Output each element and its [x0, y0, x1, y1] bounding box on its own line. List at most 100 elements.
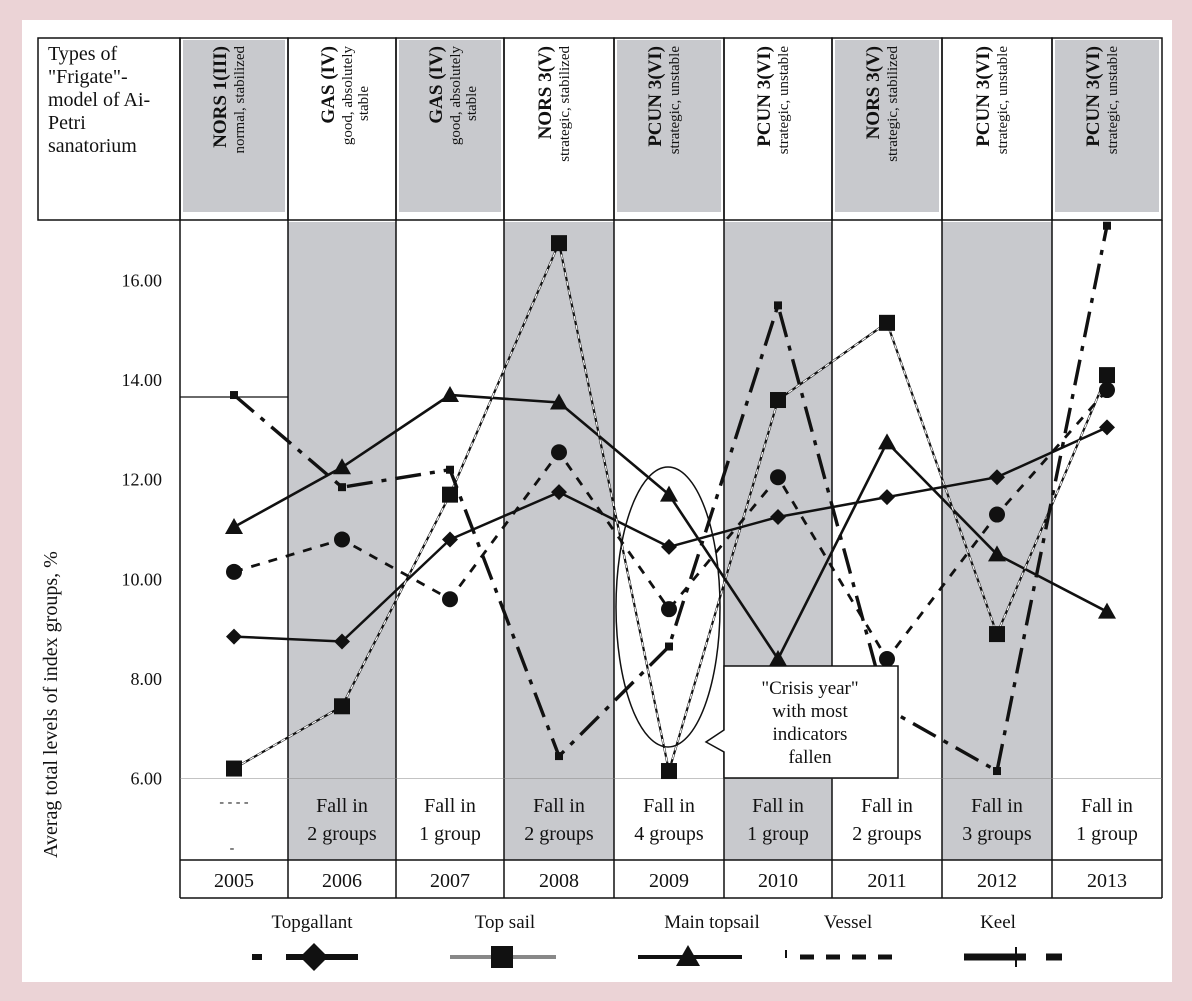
main-topsail-point-2010 — [769, 649, 787, 666]
crisis-callout-box — [704, 665, 899, 779]
model-desc-text: strategic, unstable — [995, 46, 1011, 155]
header-shade-2007 — [399, 40, 501, 212]
swatch-diamond — [300, 943, 328, 971]
crisis-callout-text: indicators — [773, 724, 848, 745]
top-sail-point-2012 — [989, 626, 1005, 643]
model-type-text: PCUN 3(VI) — [1083, 46, 1104, 147]
series-vessel — [226, 382, 1115, 667]
y-tick-label: 10.00 — [122, 569, 163, 589]
keel-point-2009 — [665, 642, 673, 651]
crisis-callout-text: fallen — [788, 747, 832, 768]
topgallant-point-2008 — [551, 484, 567, 501]
model-desc-label: strategic, unstable — [995, 46, 1011, 155]
model-desc-label: strategic, stabilized — [885, 46, 901, 162]
header-cell-2013 — [1051, 37, 1163, 221]
fall-label-2008: Fall in — [533, 795, 585, 817]
legend-label-top-sail: Top sail — [475, 912, 535, 933]
main-topsail-point-2008 — [550, 393, 568, 410]
legend-swatch-topgallant — [252, 943, 358, 971]
model-type-label: PCUN 3(VI) — [1083, 46, 1104, 147]
legend-label-topgallant: Topgallant — [272, 912, 354, 933]
keel-point-2005 — [230, 391, 238, 400]
topgallant-point-2005 — [226, 628, 242, 645]
corner-label-line: "Frigate"- — [48, 66, 128, 88]
legend-swatch-keel — [964, 947, 1062, 967]
model-desc-text: normal, stabilized — [232, 46, 248, 154]
vessel-point-2011 — [879, 650, 895, 667]
corner-label-line: Types of — [48, 43, 117, 65]
vessel-point-2012 — [989, 506, 1005, 523]
model-desc-label: good, absolutely — [340, 46, 356, 146]
plot-shade-2008 — [504, 222, 614, 860]
model-desc-text: strategic, unstable — [667, 46, 683, 155]
topgallant-point-2007 — [442, 531, 458, 548]
model-desc-text: good, absolutely — [448, 46, 464, 146]
legend-swatch-top-sail — [450, 946, 556, 968]
fall-label-2011: Fall in — [861, 795, 913, 817]
crisis-callout-text: "Crisis year" — [761, 678, 858, 699]
y-tick-label: 8.00 — [131, 669, 163, 689]
legend: Topgallant Top sail Main topsail Vessel Keel — [252, 912, 1062, 971]
vessel-point-2005 — [226, 563, 242, 580]
model-desc-label: normal, stabilized — [232, 46, 248, 154]
model-type-text: GAS (IV) — [426, 46, 447, 124]
x-tick-label-2011: 2011 — [867, 870, 906, 892]
top-sail-point-2011 — [879, 314, 895, 331]
model-type-text: NORS 1(III) — [210, 46, 231, 148]
x-tick-label-2010: 2010 — [758, 870, 798, 892]
keel-point-2007 — [446, 465, 454, 474]
keel-point-2006 — [338, 483, 346, 492]
keel-point-2013 — [1103, 221, 1111, 230]
model-desc-text: stable — [356, 86, 372, 121]
top-sail-point-2010 — [770, 392, 786, 409]
y-tick-label: 6.00 — [131, 769, 163, 789]
main-topsail-point-2006 — [333, 458, 351, 475]
fall-label-2013: 1 group — [1076, 823, 1138, 845]
swatch-triangle — [676, 945, 700, 966]
main-topsail-point-2005 — [225, 518, 243, 535]
fall-label-2009: 4 groups — [634, 823, 704, 845]
model-desc-text: strategic, stabilized — [557, 46, 573, 162]
model-type-text: PCUN 3(VI) — [973, 46, 994, 147]
main-topsail-point-2013 — [1098, 602, 1116, 619]
model-type-text: PCUN 3(VI) — [754, 46, 775, 147]
corner-label-line: model of Ai- — [48, 89, 150, 111]
fall-labels: Fall in 2 groups Fall in 1 group Fall in 2 gr… — [219, 795, 1137, 856]
y-tick-label: 12.00 — [122, 470, 163, 490]
x-tick-label-2012: 2012 — [977, 870, 1017, 892]
faded-mark: - - - - — [219, 795, 248, 810]
plot-shade-2012 — [942, 222, 1052, 860]
x-tick-label-2008: 2008 — [539, 870, 579, 892]
topgallant-point-2013 — [1099, 419, 1115, 436]
legend-swatch-main-topsail — [638, 945, 742, 966]
top-sail-point-2006 — [334, 698, 350, 715]
legend-label-vessel: Vessel — [824, 912, 873, 933]
legend-label-main-topsail: Main topsail — [664, 912, 760, 933]
x-tick-label-2005: 2005 — [214, 870, 254, 892]
fall-label-2007: Fall in — [424, 795, 476, 817]
fall-label-2011: 2 groups — [852, 823, 922, 845]
top-sail-point-2009 — [661, 763, 677, 780]
fall-label-2007: 1 group — [419, 823, 481, 845]
crisis-ellipse — [615, 466, 721, 748]
model-desc-text: strategic, unstable — [1105, 46, 1121, 155]
vessel-point-2010 — [770, 469, 786, 486]
keel-point-2008 — [555, 752, 563, 761]
series-topgallant — [226, 419, 1115, 650]
header-shade-2005 — [183, 40, 285, 212]
main-topsail-point-2007 — [441, 386, 459, 403]
corner-label-line: sanatorium — [48, 135, 137, 157]
header-shade-2013 — [1055, 40, 1159, 212]
fall-label-2009: Fall in — [643, 795, 695, 817]
y-axis-title-text: Averag total levels of index groups, % — [40, 551, 62, 858]
keel-point-2012 — [993, 767, 1001, 776]
vessel-point-2006 — [334, 531, 350, 548]
fall-label-2006: Fall in — [316, 795, 368, 817]
model-desc-label-2: stable — [464, 86, 480, 121]
model-type-text: NORS 3(V) — [863, 46, 884, 139]
model-desc-label: strategic, unstable — [1105, 46, 1121, 155]
topgallant-point-2011 — [879, 489, 895, 506]
fall-label-2006: 2 groups — [307, 823, 377, 845]
